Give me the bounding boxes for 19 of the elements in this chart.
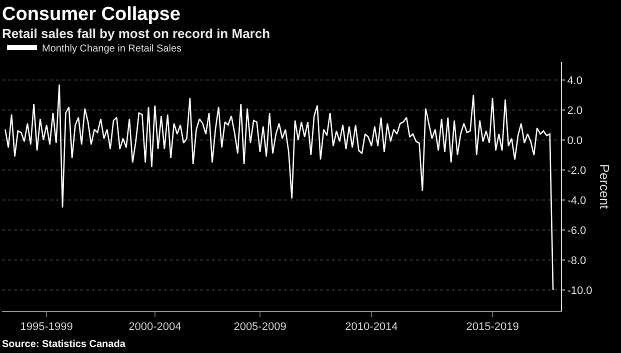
chart-title: Consumer Collapse: [2, 4, 180, 25]
y-tick-label: -2.0: [567, 164, 586, 177]
y-tick-label: 4.0: [567, 74, 582, 87]
x-tick-label: 2005-2009: [234, 321, 286, 334]
chart-subtitle: Retail sales fall by most on record in March: [2, 26, 270, 41]
y-axis-title: Percent: [597, 164, 612, 210]
y-tick-label: -8.0: [567, 254, 586, 267]
source-note: Source: Statistics Canada: [2, 339, 126, 350]
x-tick-label: 2000-2004: [128, 321, 182, 334]
x-tick-label: 1995-1999: [20, 321, 73, 334]
x-tick-label: 2010-2014: [345, 321, 398, 334]
y-tick-label: 2.0: [567, 104, 582, 117]
y-tick-label: -4.0: [567, 194, 586, 207]
line-series: [4, 84, 554, 291]
y-tick-label: -6.0: [567, 224, 586, 237]
x-tick-label: 2015-2019: [466, 321, 519, 334]
y-tick-label: -10.0: [567, 284, 592, 297]
legend-label: Monthly Change in Retail Sales: [42, 43, 182, 54]
y-tick-label: 0.0: [567, 134, 582, 147]
